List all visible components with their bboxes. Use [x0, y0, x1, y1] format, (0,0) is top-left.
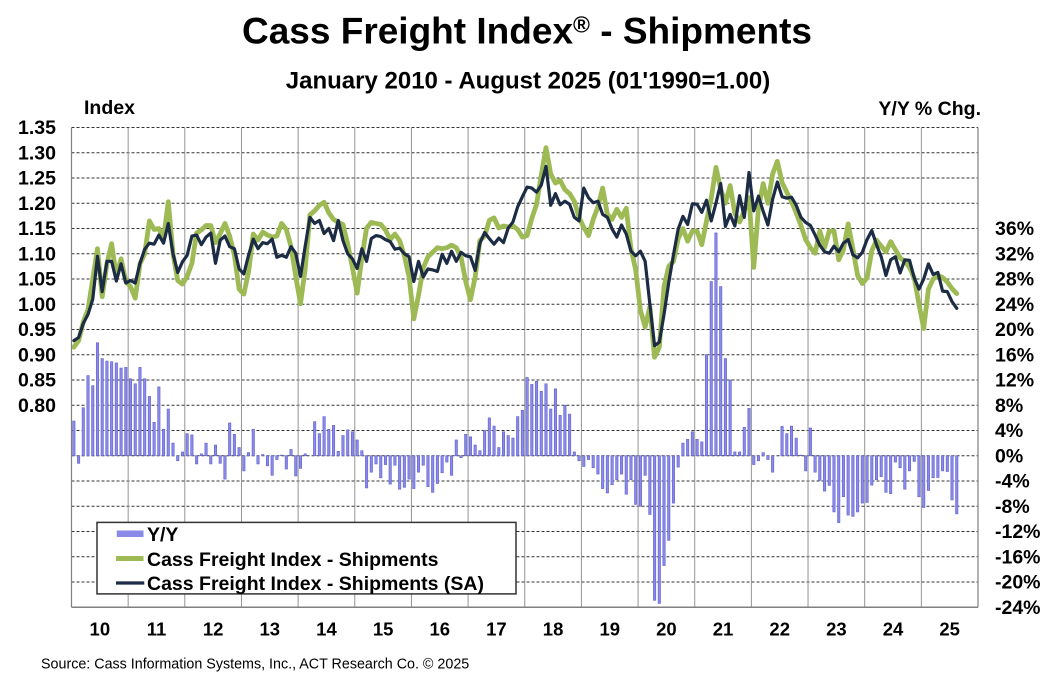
svg-text:Index: Index: [84, 97, 135, 119]
svg-text:0.95: 0.95: [18, 319, 56, 341]
svg-text:11: 11: [147, 619, 167, 640]
svg-text:23: 23: [826, 619, 847, 640]
svg-text:13: 13: [260, 619, 281, 640]
svg-text:24%: 24%: [995, 294, 1034, 316]
svg-text:1.35: 1.35: [18, 117, 56, 139]
svg-text:21: 21: [713, 619, 734, 640]
svg-text:-12%: -12%: [995, 521, 1041, 543]
svg-text:0.85: 0.85: [18, 370, 56, 392]
svg-text:4%: 4%: [995, 420, 1023, 442]
svg-text:24: 24: [883, 619, 904, 640]
svg-text:16%: 16%: [995, 344, 1034, 366]
svg-text:14: 14: [316, 619, 337, 640]
svg-text:0.90: 0.90: [18, 344, 56, 366]
svg-text:Cass Freight Index® - Shipment: Cass Freight Index® - Shipments: [242, 11, 812, 52]
svg-text:Cass Freight Index - Shipments: Cass Freight Index - Shipments (SA): [147, 573, 484, 595]
svg-text:20: 20: [656, 619, 677, 640]
svg-text:-8%: -8%: [995, 496, 1030, 518]
svg-text:1.20: 1.20: [18, 193, 56, 215]
svg-text:Cass Freight Index - Shipments: Cass Freight Index - Shipments: [147, 549, 439, 571]
svg-text:1.30: 1.30: [18, 142, 56, 164]
svg-text:Source: Cass Information Syste: Source: Cass Information Systems, Inc., …: [41, 657, 469, 673]
svg-text:1.00: 1.00: [18, 294, 56, 316]
svg-text:19: 19: [599, 619, 620, 640]
svg-text:12%: 12%: [995, 370, 1034, 392]
svg-text:Y/Y % Chg.: Y/Y % Chg.: [878, 98, 981, 120]
svg-text:10: 10: [90, 619, 111, 640]
svg-text:28%: 28%: [995, 269, 1034, 291]
svg-text:Y/Y: Y/Y: [147, 524, 178, 546]
svg-text:1.25: 1.25: [18, 168, 56, 190]
svg-text:0.80: 0.80: [18, 395, 56, 417]
svg-text:0%: 0%: [995, 445, 1023, 467]
svg-text:1.10: 1.10: [18, 243, 56, 265]
svg-text:8%: 8%: [995, 395, 1023, 417]
svg-text:25: 25: [939, 619, 960, 640]
svg-text:12: 12: [203, 619, 224, 640]
svg-text:-4%: -4%: [995, 471, 1030, 493]
svg-text:-20%: -20%: [995, 572, 1041, 594]
svg-text:-16%: -16%: [995, 546, 1041, 568]
svg-text:1.05: 1.05: [18, 269, 56, 291]
svg-text:15: 15: [373, 619, 394, 640]
svg-text:20%: 20%: [995, 319, 1034, 341]
svg-text:22: 22: [769, 619, 790, 640]
svg-text:17: 17: [486, 619, 507, 640]
svg-text:-24%: -24%: [995, 597, 1041, 619]
svg-text:18: 18: [543, 619, 564, 640]
svg-text:16: 16: [429, 619, 450, 640]
svg-text:January 2010 - August 2025 (01: January 2010 - August 2025 (01'1990=1.00…: [286, 68, 770, 95]
svg-text:36%: 36%: [995, 218, 1034, 240]
svg-text:1.15: 1.15: [18, 218, 56, 240]
svg-text:32%: 32%: [995, 243, 1034, 265]
